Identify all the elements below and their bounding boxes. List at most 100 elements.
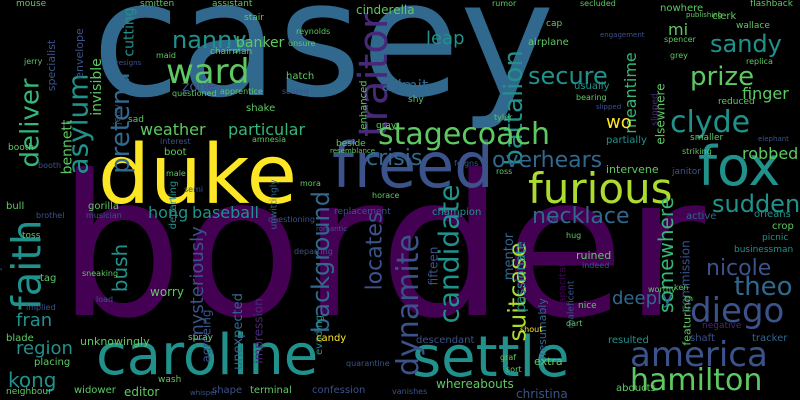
word-hamilton: hamilton xyxy=(630,363,763,398)
word-necklace: necklace xyxy=(532,204,630,229)
word-overhears: overhears xyxy=(492,148,603,173)
word-blade: blade xyxy=(6,333,34,344)
word-hug: ken xyxy=(674,283,689,292)
word-cap: cap xyxy=(546,19,563,29)
word-settle: settle xyxy=(412,325,570,390)
word-granted-dup: musician xyxy=(86,211,122,220)
word-interest: interest xyxy=(160,137,191,146)
word-confession: confession xyxy=(312,385,366,396)
word-usually: usually xyxy=(574,81,610,92)
word-resulted: resulted xyxy=(608,335,649,346)
word-mora: tyler xyxy=(494,113,513,122)
word-boot: boot xyxy=(164,147,187,158)
word-resemblance: engagement xyxy=(600,31,645,39)
word-implied: load xyxy=(96,295,114,304)
word-whereabouts: whereabouts xyxy=(436,377,514,391)
word-jealousy: romantic xyxy=(316,225,348,233)
word-questioned: questioned xyxy=(172,89,217,98)
word-background: background xyxy=(306,191,335,333)
word-weather: weather xyxy=(140,120,206,139)
word-sneaking: shout xyxy=(520,325,543,334)
word-musician: brothel xyxy=(36,211,65,220)
word-worry: worry xyxy=(150,285,184,299)
word-nicole: nicole xyxy=(706,256,772,281)
word-clerk: clerk xyxy=(712,11,737,22)
word-diego: diego xyxy=(690,291,785,331)
word-flashback: flashback xyxy=(750,0,793,9)
word-america: america xyxy=(630,335,768,375)
word-nowhere: nowhere xyxy=(660,3,704,14)
word-dynamite: dynamite xyxy=(390,234,426,376)
word-smitten: smitten xyxy=(140,0,175,9)
word-elephant: whisper xyxy=(190,389,218,397)
word-partially: partially xyxy=(606,135,647,146)
word-brothel: booth xyxy=(8,143,34,153)
word-beside: beside xyxy=(336,139,366,149)
word-engagement: tyler xyxy=(0,254,3,275)
word-airplane: airplane xyxy=(528,37,569,48)
word-booth: booth xyxy=(38,161,62,170)
word-fran: fran xyxy=(16,310,53,331)
word-vanishes: questioning xyxy=(268,215,315,224)
word-baseball: baseball xyxy=(192,203,259,222)
word-shape: shape xyxy=(212,385,243,396)
word-spencer: spencer xyxy=(664,35,696,44)
word-bull: bull xyxy=(6,201,25,212)
word-champion: champion xyxy=(432,207,482,218)
word-widower: widower xyxy=(74,385,116,396)
word-region: region xyxy=(16,338,73,359)
word-janitor: janitor xyxy=(672,167,701,177)
word-ward: ward xyxy=(166,52,250,92)
word-load: sneaking xyxy=(82,269,119,278)
word-rumor: rumor xyxy=(492,0,517,8)
word-departing: semi xyxy=(184,185,204,194)
word-specialist: specialist xyxy=(45,39,59,92)
word-shy: shy xyxy=(408,95,424,105)
word-placing: placing xyxy=(34,357,71,368)
word-sort: graf xyxy=(500,353,517,362)
word-abducts: abducts xyxy=(616,383,656,394)
word-reynolds: reynolds xyxy=(296,27,331,36)
word-reduced: reduced xyxy=(718,97,755,107)
word-assistant: assistant xyxy=(212,0,253,9)
word-mentor: mentor xyxy=(502,232,518,281)
word-disgusted: indeed xyxy=(582,261,610,270)
word-descendant: descendant xyxy=(416,335,475,346)
word-theo: theo xyxy=(734,272,793,302)
word-granted: enhanced xyxy=(358,80,370,130)
word-duke: duke xyxy=(98,128,298,223)
word-zone: zone xyxy=(182,79,216,95)
word-publishing: publishing xyxy=(686,11,723,19)
word-tag: tag xyxy=(40,273,57,284)
word-bush: bush xyxy=(108,243,133,293)
word-particular: particular xyxy=(228,120,306,139)
word-scared: scared xyxy=(282,87,309,96)
word-fifteen: fifteen xyxy=(426,246,441,286)
word-jerry: apprentice xyxy=(220,87,263,96)
word-cinderella: cinderella xyxy=(356,3,415,17)
word-spray: spray xyxy=(188,333,213,343)
word-row: resemblance xyxy=(330,147,376,155)
word-mouse: mouse xyxy=(16,0,47,9)
word-evading: vanishes xyxy=(392,387,428,396)
word-maid: maid xyxy=(156,51,176,60)
word-banker: banker xyxy=(236,35,285,51)
word-bennett: bennett xyxy=(59,119,76,175)
word-active: active xyxy=(686,211,717,222)
word-stair: stair xyxy=(244,13,264,23)
word-striking: slipped xyxy=(650,93,661,126)
word-tracker: tracker xyxy=(752,333,788,344)
word-unknowingly: unknowingly xyxy=(80,335,150,348)
word-fox: fox xyxy=(698,135,781,198)
word-secure: secure xyxy=(528,62,608,90)
word-unexpected: unexpected xyxy=(230,293,246,370)
word-impression: impression xyxy=(251,298,266,364)
word-male: jerry xyxy=(24,57,43,66)
word-christina: christina xyxy=(516,387,568,400)
word-mi: mi xyxy=(668,20,689,39)
word-toss: toss xyxy=(22,231,41,241)
word-wo: wo xyxy=(606,112,632,133)
word-replica: replica xyxy=(746,57,773,66)
word-shout: nice xyxy=(578,301,597,311)
word-feigns: ross xyxy=(496,167,513,176)
